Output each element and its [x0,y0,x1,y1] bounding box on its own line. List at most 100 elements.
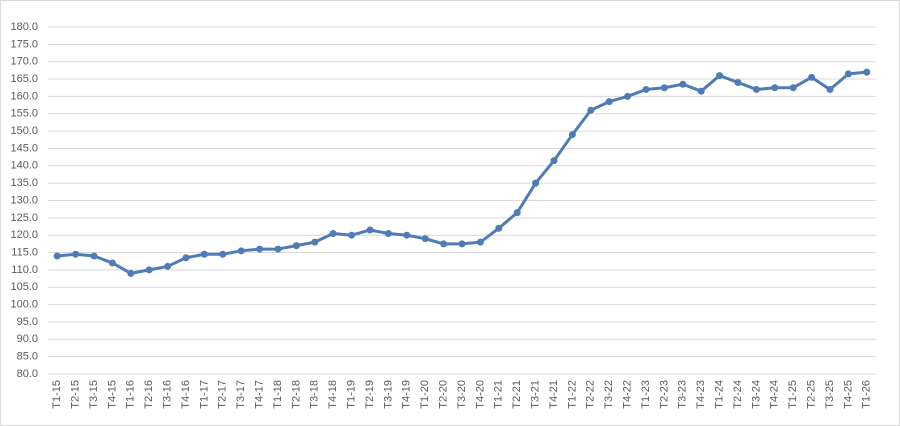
x-tick-label: T3-25 [824,380,836,409]
x-tick-label: T2-24 [732,380,744,409]
marker [274,245,282,253]
x-tick-label: T4-19 [401,380,413,409]
marker [366,226,374,234]
marker [752,85,760,93]
marker [458,240,466,248]
x-tick-label: T2-19 [364,380,376,409]
y-tick-label: 125.0 [10,212,38,224]
y-tick-label: 145.0 [10,142,38,154]
marker [219,250,227,258]
y-tick-label: 140.0 [10,160,38,172]
y-tick-label: 105.0 [10,281,38,293]
x-tick-label: T2-20 [438,380,450,409]
y-tick-label: 135.0 [10,177,38,189]
marker [145,266,153,274]
y-tick-label: 80.0 [17,368,38,380]
x-tick-label: T2-21 [511,380,523,409]
x-tick-label: T4-22 [622,380,634,409]
x-tick-label: T2-15 [70,380,82,409]
x-tick-label: T2-23 [658,380,670,409]
marker [697,87,705,95]
y-tick-label: 85.0 [17,351,38,363]
marker [679,80,687,88]
x-tick-label: T3-21 [530,380,542,409]
marker [421,235,429,243]
marker [348,231,356,239]
x-tick-label: T4-20 [474,380,486,409]
y-tick-label: 150.0 [10,125,38,137]
marker [90,252,98,260]
y-tick-label: 175.0 [10,38,38,50]
marker [550,157,558,165]
marker [72,250,80,258]
x-tick-label: T1-17 [198,380,210,409]
marker [108,259,116,267]
x-tick-label: T3-20 [456,380,468,409]
x-tick-label: T3-24 [750,380,762,409]
x-tick-label: T1-18 [272,380,284,409]
marker [53,252,61,260]
marker [384,229,392,237]
marker [476,238,484,246]
marker [716,72,724,80]
x-tick-label: T1-26 [861,380,873,409]
x-tick-label: T1-25 [787,380,799,409]
marker [164,262,172,270]
y-tick-label: 130.0 [10,194,38,206]
x-tick-label: T2-16 [143,380,155,409]
y-tick-label: 95.0 [17,316,38,328]
marker [311,238,319,246]
marker [808,73,816,81]
marker [771,84,779,92]
marker [587,106,595,114]
y-tick-label: 90.0 [17,333,38,345]
x-tick-label: T3-16 [162,380,174,409]
marker [127,269,135,277]
x-tick-label: T3-23 [677,380,689,409]
x-tick-label: T1-22 [566,380,578,409]
marker [256,245,264,253]
marker [789,84,797,92]
x-tick-label: T4-16 [180,380,192,409]
marker [642,85,650,93]
marker [734,79,742,87]
marker [863,68,871,76]
y-tick-label: 170.0 [10,56,38,68]
x-tick-label: T4-21 [548,380,560,409]
marker [182,254,190,262]
x-tick-label: T3-19 [382,380,394,409]
x-tick-label: T3-17 [235,380,247,409]
x-tick-label: T4-25 [842,380,854,409]
x-tick-label: T4-24 [769,380,781,409]
marker [660,84,668,92]
x-tick-label: T3-18 [309,380,321,409]
marker [532,179,540,187]
x-tick-label: T1-19 [346,380,358,409]
y-tick-label: 100.0 [10,299,38,311]
x-tick-label: T4-15 [106,380,118,409]
marker [826,85,834,93]
x-tick-label: T2-17 [217,380,229,409]
marker [605,98,613,106]
marker [568,131,576,139]
y-tick-label: 155.0 [10,108,38,120]
x-tick-label: T4-23 [695,380,707,409]
y-tick-label: 180.0 [10,21,38,33]
marker [200,250,208,258]
x-tick-label: T2-18 [290,380,302,409]
x-tick-label: T2-22 [585,380,597,409]
y-tick-label: 115.0 [11,246,38,258]
x-tick-label: T1-23 [640,380,652,409]
x-tick-label: T1-21 [493,380,505,409]
x-tick-label: T1-15 [51,380,63,409]
x-tick-label: T3-15 [88,380,100,409]
x-tick-label: T4-18 [327,380,339,409]
x-tick-label: T1-24 [714,380,726,409]
x-tick-label: T1-20 [419,380,431,409]
marker [440,240,448,248]
y-tick-label: 110.0 [11,264,38,276]
x-tick-label: T1-16 [125,380,137,409]
marker [624,92,632,100]
